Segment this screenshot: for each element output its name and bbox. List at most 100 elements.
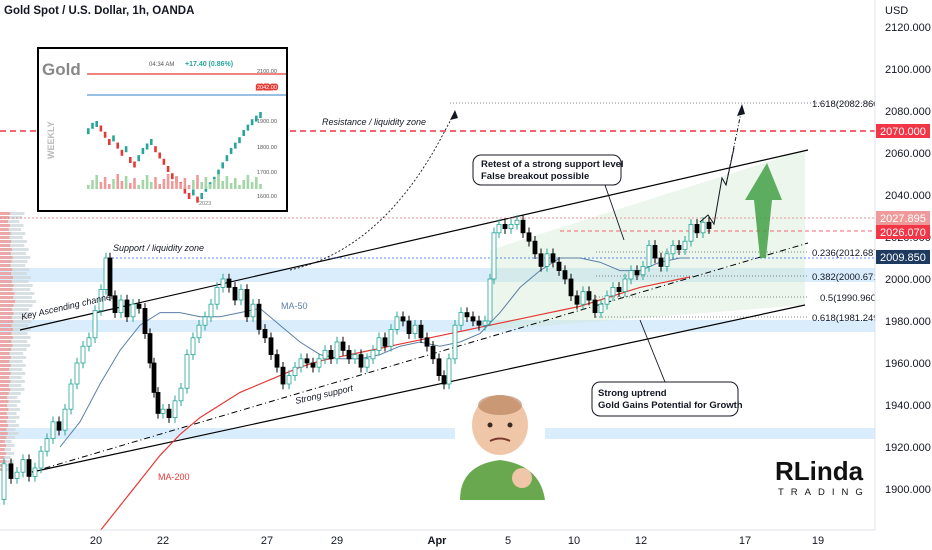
support-zone-label: Support / liquidity zone xyxy=(113,243,204,253)
volume-profile-bar xyxy=(0,212,25,215)
candle-body xyxy=(172,400,178,418)
strong-support-label: Strong support xyxy=(294,383,354,406)
candle-body xyxy=(670,244,676,255)
volume-profile-bar xyxy=(0,308,29,311)
volume-profile-bar-red xyxy=(0,288,13,291)
inset-year: 2023 xyxy=(199,201,211,207)
uptrend-line1: Strong uptrend xyxy=(598,388,667,399)
volume-profile-bar-red xyxy=(0,304,14,307)
volume-profile-bar-red xyxy=(0,368,10,371)
inset-price-labels: 2100.00 2042.00 1900.00 1800.00 1700.00 … xyxy=(256,69,279,200)
x-tick-label: 29 xyxy=(331,535,343,547)
x-axis[interactable]: 20 22 27 29 Apr 5 10 12 17 19 xyxy=(0,529,932,550)
volume-profile-bar xyxy=(0,468,14,471)
candle-body xyxy=(406,320,412,335)
volume-profile-bar-red xyxy=(0,384,9,387)
inset-candle xyxy=(129,157,132,163)
volume-profile-bar xyxy=(0,452,15,455)
inset-candle xyxy=(150,139,153,145)
candle-body xyxy=(98,289,104,311)
meme-avatar xyxy=(455,395,545,500)
volume-profile-bar xyxy=(0,460,14,463)
zone-support-blue-2 xyxy=(0,320,875,332)
y-tick-label: 2100.000 xyxy=(885,64,931,76)
candle-body xyxy=(147,333,153,364)
volume-profile-bar-red xyxy=(0,240,12,243)
volume-profile-bar-red xyxy=(0,260,12,263)
volume-profile-bar-red xyxy=(0,392,9,395)
inset-volume-bar xyxy=(158,184,161,189)
inset-volume-bar xyxy=(171,181,174,189)
volume-profile-bar xyxy=(0,380,25,383)
fib-05-label: 0.5(1990.960) xyxy=(820,293,879,304)
volume-profile-bar-red xyxy=(0,356,11,359)
candle-body xyxy=(268,337,274,355)
ma200-line xyxy=(99,276,691,532)
volume-profile-bar-red xyxy=(0,360,10,363)
candle-body xyxy=(178,387,184,402)
inset-volume-bar xyxy=(229,183,233,189)
volume-profile-bar-red xyxy=(0,400,9,403)
inset-candle xyxy=(154,146,157,153)
inset-volume-bar xyxy=(217,174,220,189)
volume-profile-bar xyxy=(0,316,29,319)
x-tick-label: 10 xyxy=(568,535,580,547)
candle-body xyxy=(56,421,62,431)
inset-candle xyxy=(221,162,224,169)
volume-profile-bar-red xyxy=(0,300,15,303)
y-axis[interactable]: USD 1900.000 1920.000 1940.000 1960.000 1980… xyxy=(874,0,932,550)
candle-body xyxy=(568,278,574,297)
ma50-line xyxy=(59,257,690,448)
inset-candle xyxy=(246,124,250,131)
volume-profile-bar xyxy=(0,320,32,323)
candle-body xyxy=(184,354,190,389)
candle-body xyxy=(640,265,646,276)
candle-body xyxy=(452,324,458,360)
inset-volume-bar xyxy=(166,174,170,189)
candle-body xyxy=(394,316,400,330)
candle-body xyxy=(610,286,616,297)
inset-candle xyxy=(116,142,119,149)
volume-profile-bar-red xyxy=(0,408,9,411)
volume-profile-bar xyxy=(0,436,16,439)
x-tick-label: 27 xyxy=(261,535,273,547)
price-tag-c: 2009.850 xyxy=(876,250,930,264)
volume-profile-bar-red xyxy=(0,440,5,443)
volume-profile-bar xyxy=(0,416,20,419)
volume-profile-bar xyxy=(0,420,16,423)
uptrend-callout: Strong uptrend Gold Gains Potential for … xyxy=(591,319,743,417)
candle-body xyxy=(256,303,262,330)
ma50-path xyxy=(59,257,690,448)
price-tag-resistance-text: 2070.000 xyxy=(880,126,926,138)
candle-body xyxy=(646,244,652,267)
volume-profile-bar-red xyxy=(0,424,8,427)
candle-body xyxy=(136,303,142,309)
candle-body xyxy=(458,312,464,326)
volume-profile-bar-red xyxy=(0,444,7,447)
volume-profile-bar xyxy=(0,296,32,299)
candle-body xyxy=(634,270,640,276)
volume-profile-bar xyxy=(0,432,19,435)
inset-volume-bar xyxy=(255,177,258,189)
volume-profile-bar xyxy=(0,408,20,411)
y-tick-label: 1900.000 xyxy=(885,484,931,496)
candle-body xyxy=(1,463,7,500)
candle-body xyxy=(574,295,580,305)
inset-candle xyxy=(108,139,111,145)
inset-volume-bar xyxy=(175,176,178,189)
candle-body xyxy=(382,337,388,347)
inset-candle xyxy=(103,131,107,138)
volume-profile-bar-red xyxy=(0,232,11,235)
volume-profile-bar-red xyxy=(0,380,11,383)
candle-body xyxy=(160,408,166,414)
candle-body xyxy=(592,299,598,314)
candle-body xyxy=(520,219,526,234)
volume-profile-bar-red xyxy=(0,364,11,367)
svg-text:1700.00: 1700.00 xyxy=(257,170,277,176)
candle-body xyxy=(244,289,250,318)
zone-support-blue-1 xyxy=(0,268,875,282)
candle-body xyxy=(334,341,340,360)
inset-candle xyxy=(234,142,237,149)
inset-candle xyxy=(187,193,191,199)
